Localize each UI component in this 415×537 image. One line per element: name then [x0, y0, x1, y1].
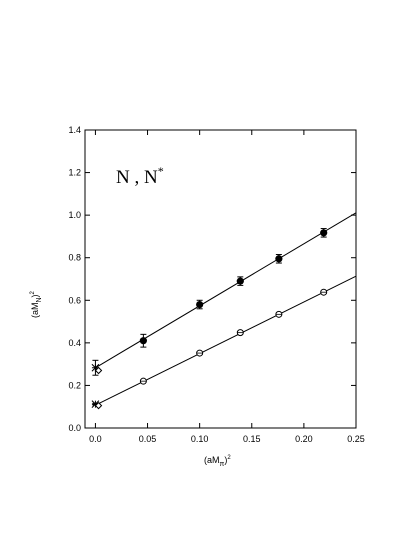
x-tick-label: 0.10	[191, 434, 209, 444]
y-tick-label: 0.8	[68, 253, 81, 263]
x-axis-label: (aMπ)2	[204, 455, 231, 468]
y-tick-label: 1.0	[68, 210, 81, 220]
x-tick-label: 0.15	[243, 434, 261, 444]
y-tick-label: 0.4	[68, 338, 81, 348]
data-points	[91, 228, 328, 410]
y-axis-label: (aMN)2	[30, 290, 43, 318]
x-tick-label: 0.05	[139, 434, 157, 444]
filled-point	[196, 300, 204, 309]
y-tick-label: 0.6	[68, 295, 81, 305]
filled-point	[139, 337, 147, 345]
filled-point	[320, 229, 328, 237]
chart-annotation: N , N*	[116, 164, 164, 188]
y-tick-label: 1.4	[68, 125, 81, 135]
y-tick-label: 0.0	[68, 423, 81, 433]
axis-ticks: 0.0 0.05 0.10 0.15 0.20 0.25 0.0 0.2 0.4 0.6 0.8 1.…	[68, 125, 364, 444]
y-tick-label: 1.2	[68, 168, 81, 178]
y-tick-label: 0.2	[68, 380, 81, 390]
x-tick-label: 0.20	[295, 434, 313, 444]
fit-line	[95, 212, 357, 369]
extrapolated-diamond	[94, 401, 103, 410]
extrapolated-diamond	[94, 366, 103, 375]
filled-point	[275, 255, 283, 263]
filled-point	[236, 277, 244, 285]
fit-line	[95, 275, 357, 406]
plot-frame	[84, 129, 357, 429]
x-tick-label: 0.0	[89, 434, 102, 444]
fit-lines	[95, 212, 357, 406]
x-tick-label: 0.25	[347, 434, 365, 444]
